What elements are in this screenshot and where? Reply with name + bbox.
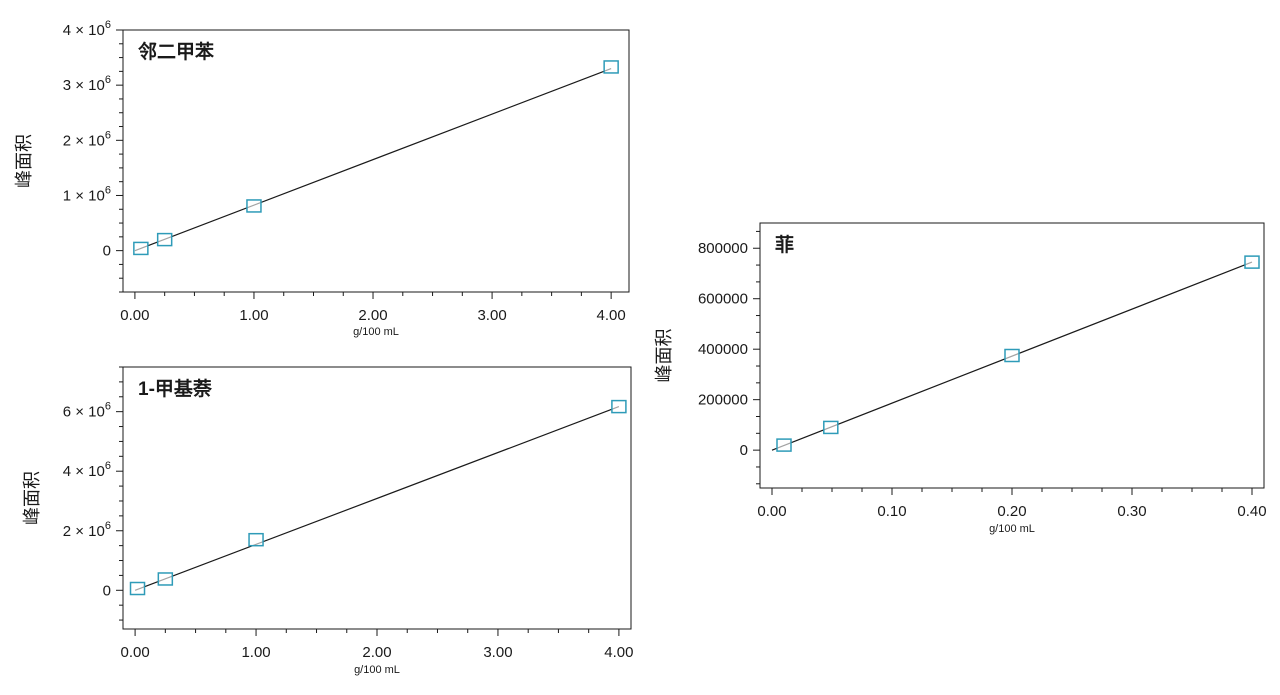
y-tick-label: 4 × 106: [63, 19, 111, 39]
data-point: [611, 399, 627, 414]
y-tick-label: 3 × 106: [63, 74, 111, 94]
y-tick-label: 2 × 106: [63, 129, 111, 149]
x-tick-label: 4.00: [597, 307, 626, 324]
data-point: [1004, 348, 1020, 363]
chart-2: 0.00 1.00 2.00 3.00 4.00 0 2 × 106 4 × 106 6 × 1…: [22, 366, 634, 676]
chart-title: 1-甲基萘: [138, 377, 213, 400]
x-tick-label: 2.00: [358, 307, 387, 324]
x-tick-label: 0.40: [1237, 503, 1266, 520]
x-axis-title: g/100 mL: [353, 326, 399, 338]
x-axis-title: g/100 mL: [354, 664, 400, 676]
y-tick-label: 400000: [698, 341, 748, 358]
y-tick-label: 0: [103, 243, 111, 260]
x-axis-title: g/100 mL: [989, 523, 1035, 535]
y-tick-label: 0: [103, 582, 111, 599]
x-tick-label: 3.00: [483, 644, 512, 661]
y-tick-label: 600000: [698, 291, 748, 308]
data-point: [157, 572, 174, 586]
data-point: [248, 532, 264, 547]
data-point: [776, 438, 792, 452]
chart-title: 菲: [775, 233, 794, 256]
y-tick-label: 2 × 106: [63, 520, 111, 540]
y-tick-label: 1 × 106: [63, 184, 111, 204]
chart-3: 0.00 0.10 0.20 0.30 0.40 0 200000 400000 600000 8…: [654, 222, 1267, 535]
y-tick-label: 200000: [698, 392, 748, 409]
data-point: [1244, 255, 1260, 269]
x-tick-label: 1.00: [241, 644, 270, 661]
y-axis-title: 峰面积: [14, 134, 34, 188]
fit-line: [134, 68, 612, 252]
y-tick-label: 800000: [698, 240, 748, 257]
data-point: [133, 241, 149, 256]
plot-frame: [122, 29, 630, 293]
fit-line: [134, 406, 620, 591]
chart-title: 邻二甲苯: [138, 40, 214, 63]
x-tick-label: 0.30: [1117, 503, 1146, 520]
y-tick-label: 6 × 106: [63, 401, 111, 421]
x-tick-label: 4.00: [604, 644, 633, 661]
data-point: [156, 232, 173, 247]
data-point: [603, 60, 619, 74]
x-tick-label: 2.00: [362, 644, 391, 661]
y-tick-label: 0: [740, 442, 748, 459]
x-tick-label: 0.00: [120, 307, 149, 324]
x-tick-label: 0.00: [757, 503, 786, 520]
y-axis-title: 峰面积: [654, 329, 674, 383]
x-tick-label: 0.10: [877, 503, 906, 520]
data-point: [246, 199, 262, 213]
data-point: [129, 581, 146, 596]
y-tick-label: 4 × 106: [63, 460, 111, 480]
x-tick-label: 3.00: [477, 307, 506, 324]
x-tick-label: 1.00: [239, 307, 268, 324]
y-axis-title: 峰面积: [22, 471, 42, 525]
x-tick-label: 0.00: [120, 644, 149, 661]
chart-1: 0.00 1.00 2.00 3.00 4.00 0 1 × 106 2 × 106 3 × 1…: [14, 19, 630, 338]
x-tick-label: 0.20: [997, 503, 1026, 520]
data-point: [823, 420, 839, 435]
